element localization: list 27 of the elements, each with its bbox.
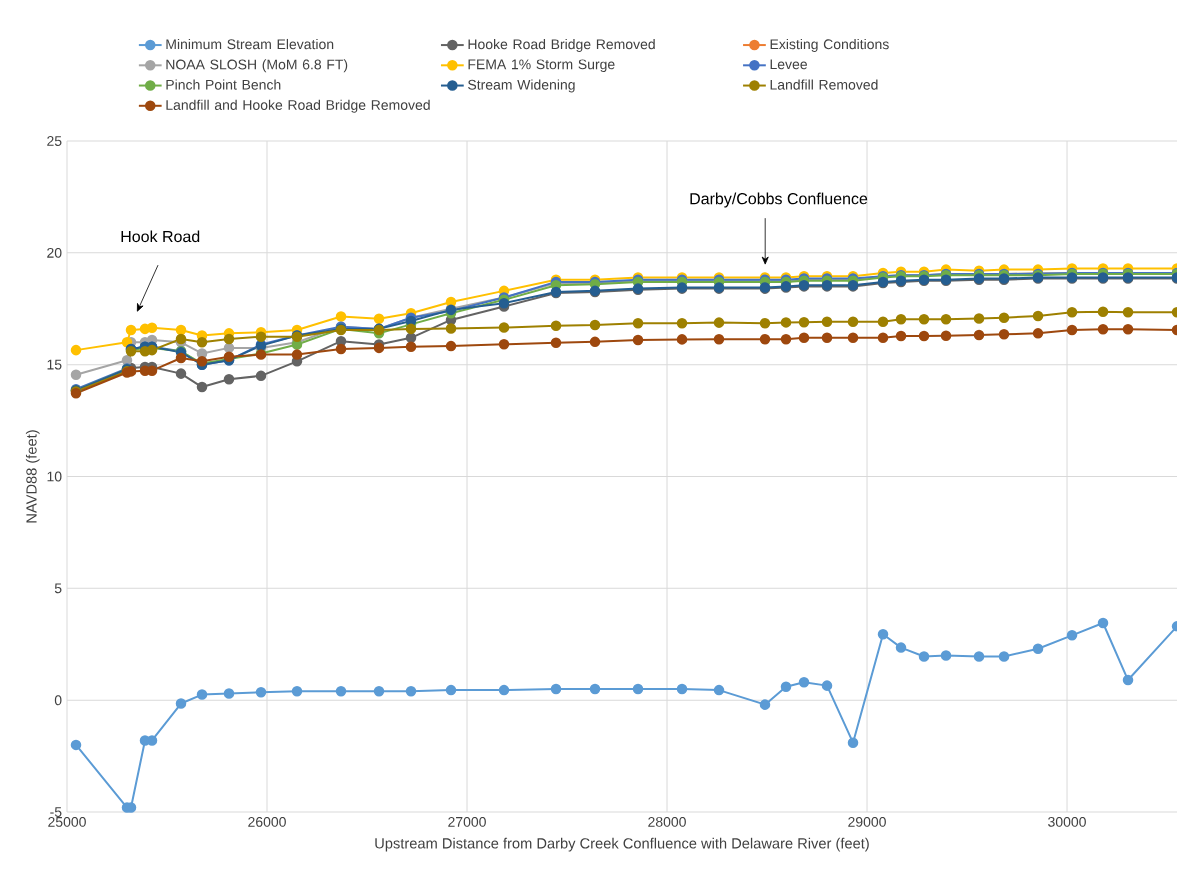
x-tick-label: 26000	[248, 816, 286, 827]
y-tick-label: 10	[47, 471, 62, 482]
annotation: Hook Road	[121, 230, 200, 243]
legend-label: Hooke Road Bridge Removed	[468, 38, 655, 52]
legend-label: Stream Widening	[468, 79, 575, 93]
legend-label: NOAA SLOSH (MoM 6.8 FT)	[166, 59, 348, 73]
y-tick-label: 25	[47, 136, 62, 146]
x-tick-label: 30000	[1048, 816, 1086, 827]
x-axis-title: Upstream Distance from Darby Creek Confluence with Delaware River (feet)	[375, 837, 869, 852]
x-tick-label: 27000	[448, 816, 486, 827]
annotation: Darby/Cobbs Confluence	[690, 192, 868, 208]
y-tick-label: 5	[54, 583, 62, 594]
legend-label: Landfill Removed	[770, 79, 878, 90]
legend-label: Existing Conditions	[770, 38, 889, 52]
legend-label: FEMA 1% Storm Surge	[468, 59, 615, 73]
y-axis-title: NAVD88 (feet)	[25, 430, 40, 523]
legend-label: Landfill and Hooke Road Bridge Removed	[166, 99, 430, 113]
y-tick-label: -5	[50, 807, 62, 817]
legend-label: Pinch Point Bench	[166, 79, 281, 90]
x-tick-label: 25000	[48, 816, 86, 827]
y-tick-label: 0	[54, 695, 62, 706]
x-tick-label: 28000	[648, 816, 686, 827]
y-tick-label: 20	[47, 247, 62, 258]
legend-label: Minimum Stream Elevation	[166, 38, 334, 50]
y-tick-label: 15	[47, 359, 62, 370]
legend-label: Levee	[770, 59, 807, 70]
x-tick-label: 29000	[848, 816, 886, 827]
